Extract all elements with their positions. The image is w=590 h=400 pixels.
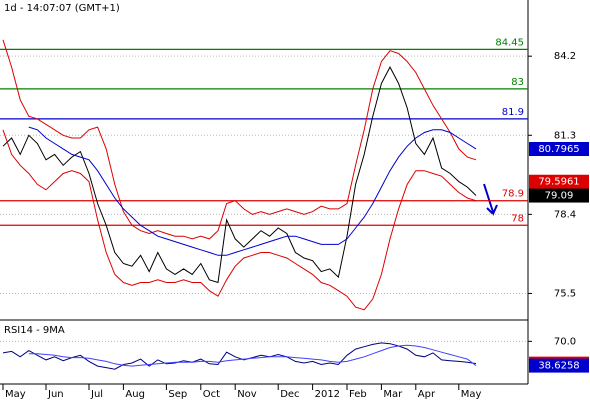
level-label: 83 — [511, 77, 524, 88]
value-box-label: 38.6258 — [538, 361, 579, 372]
x-tick-label: Aug — [125, 389, 145, 400]
series-line — [2, 342, 477, 370]
y-tick-label: 70.0 — [554, 336, 576, 347]
x-tick-label: Nov — [237, 389, 257, 400]
series-line — [2, 39, 477, 240]
x-tick-label: Jul — [90, 389, 103, 400]
value-box — [529, 358, 589, 373]
level-label: 78 — [511, 213, 524, 224]
x-tick-label: Apr — [418, 389, 436, 400]
chart-title: 1d - 14:07:07 (GMT+1) — [4, 3, 120, 14]
value-box-label: 79.09 — [545, 191, 574, 202]
value-box — [529, 174, 589, 189]
x-tick-label: May — [461, 389, 482, 400]
x-tick-label: Mar — [383, 389, 403, 400]
level-label: 78.9 — [502, 189, 524, 200]
value-box — [529, 188, 589, 203]
y-tick-label: 81.3 — [554, 130, 576, 141]
value-box — [529, 142, 589, 157]
x-tick-label: Feb — [349, 389, 367, 400]
x-tick-label: Oct — [203, 389, 220, 400]
y-tick-label: 75.5 — [554, 288, 576, 299]
series-line — [28, 126, 477, 256]
level-label: 81.9 — [502, 107, 524, 118]
x-tick-label: Jun — [47, 389, 64, 400]
x-tick-label: Sep — [168, 389, 187, 400]
series-line — [2, 129, 477, 311]
series-line — [2, 66, 477, 284]
x-tick-label: May — [5, 389, 26, 400]
value-box-label: 80.7965 — [538, 144, 579, 155]
x-tick-label: Dec — [280, 389, 299, 400]
rsi-title: RSI14 - 9MA — [4, 325, 65, 336]
level-label: 84.45 — [495, 37, 524, 48]
y-tick-label: 84.2 — [554, 51, 576, 62]
series-line — [28, 344, 477, 367]
y-tick-label: 78.4 — [554, 209, 576, 220]
value-box-label: 79.5961 — [538, 177, 579, 188]
x-tick-label: 2012 — [315, 389, 340, 400]
